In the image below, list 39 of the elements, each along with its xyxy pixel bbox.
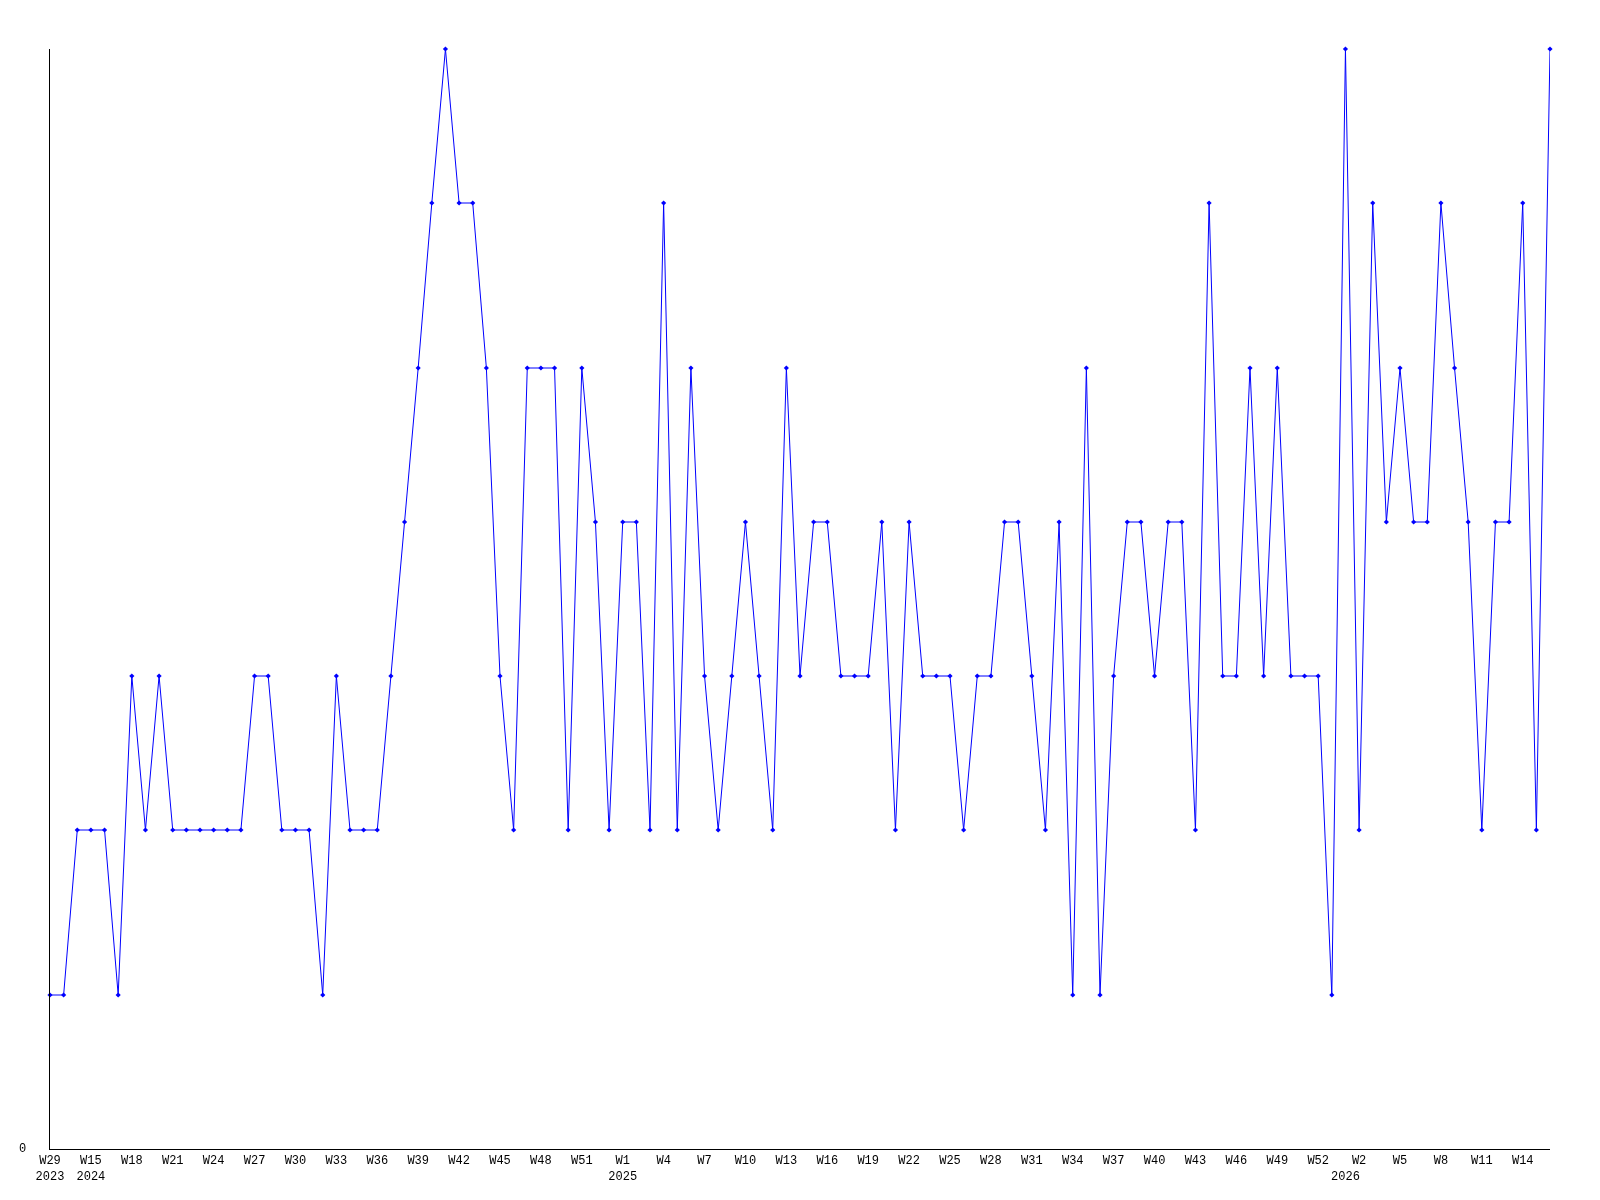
x-tick-label: W43 (1184, 1154, 1207, 1169)
x-tick-label: W4 (656, 1154, 671, 1169)
x-tick-label: W51 (571, 1154, 593, 1169)
x-tick-label: W7 (697, 1154, 712, 1169)
x-tick-label: W18 (121, 1154, 143, 1169)
x-tick-label: W34 (1061, 1154, 1084, 1169)
x-tick-label: W25 (939, 1154, 961, 1169)
x-tick-label: W27 (243, 1154, 266, 1169)
x-tick-label: W11 (1471, 1154, 1493, 1169)
x-tick-label: W10 (734, 1154, 757, 1169)
x-tick-label: W5 (1392, 1154, 1408, 1169)
text: 0 (19, 1142, 27, 1156)
x-tick-label: W1 2025 (608, 1154, 638, 1184)
x-tick-label: W29 2023 (35, 1154, 65, 1184)
x-tick-label: W24 (202, 1154, 225, 1169)
x-tick-label: W2 (1351, 1154, 1367, 1169)
x-tick-label: W39 (407, 1154, 429, 1169)
x-tick-label: W48 (530, 1154, 552, 1169)
x-tick-label: W13 (775, 1154, 798, 1169)
x-tick-label: W40 (1143, 1154, 1166, 1169)
x-tick-label: W46 (1225, 1154, 1248, 1169)
x-tick-label: W14 (1511, 1154, 1534, 1169)
x-tick-label: W21 (161, 1154, 184, 1169)
x-tick-label: 2026 (1331, 1170, 1360, 1184)
x-tick-label: W16 (816, 1154, 839, 1169)
x-tick-label: W22 (898, 1154, 920, 1169)
x-tick-label: W49 (1266, 1154, 1289, 1169)
x-tick-label: W42 (448, 1154, 470, 1169)
x-tick-label: W30 (284, 1154, 307, 1169)
x-tick-label: W31 (1021, 1154, 1043, 1169)
x-tick-label: W52 (1307, 1154, 1329, 1169)
x-tick-label: W33 (325, 1154, 348, 1169)
x-tick-label: W37 (1102, 1154, 1125, 1169)
x-tick-label: W45 (489, 1154, 511, 1169)
x-tick-label: W19 (857, 1154, 879, 1169)
x-tick-label: W28 (980, 1154, 1002, 1169)
x-tick-label: W36 (366, 1154, 389, 1169)
x-tick-label: W8 (1433, 1154, 1449, 1169)
x-tick-label: W15 2024 (76, 1154, 106, 1184)
